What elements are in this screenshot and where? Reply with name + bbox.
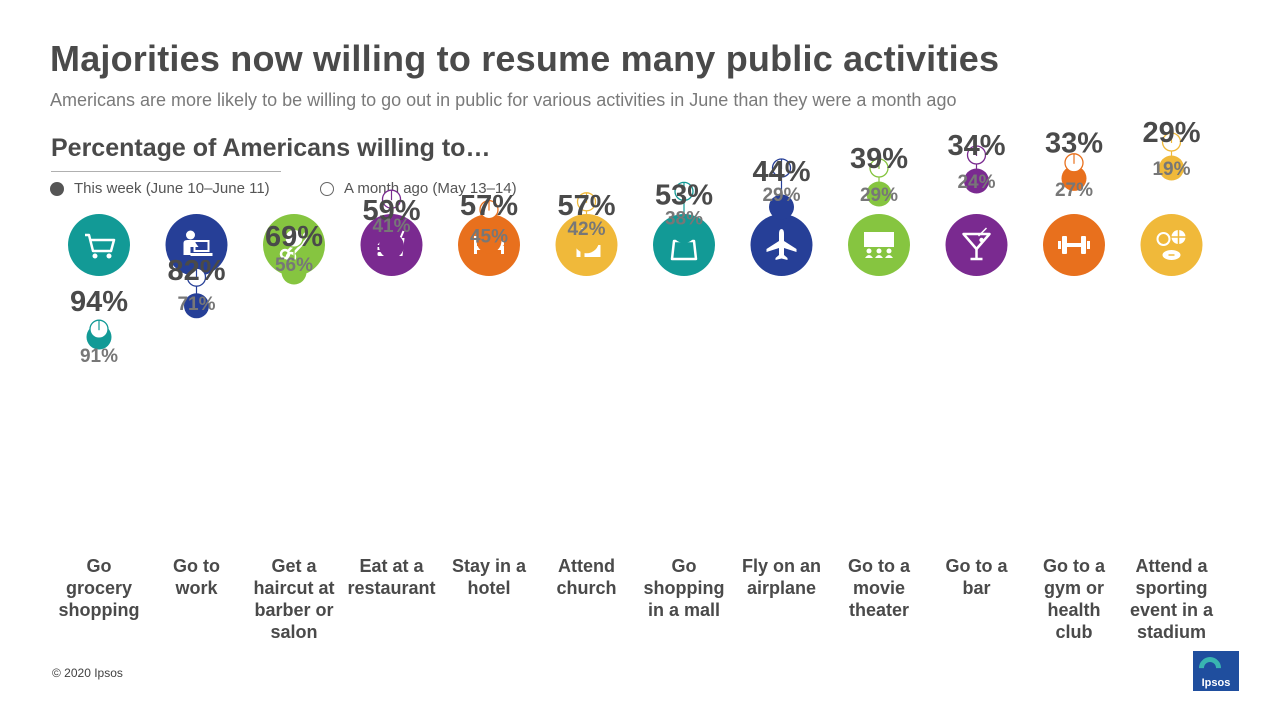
point-this-week-get-a-haircut-at-barber-or-salon (281, 259, 307, 285)
point-this-week-go-to-a-movie-theater (866, 181, 892, 207)
value-label-month-ago-go-shopping-in-a-mall: 38% (665, 208, 703, 229)
page-subtitle: Americans are more likely to be willing … (50, 90, 957, 110)
point-this-week-go-to-work (184, 293, 209, 319)
airplane-icon (750, 214, 813, 276)
point-this-week-attend-church (574, 228, 599, 254)
point-this-week-fly-on-an-airplane (769, 194, 794, 220)
value-label-month-ago-get-a-haircut-at-barber-or-salon: 56% (275, 255, 313, 276)
value-label-this-week-go-to-a-bar: 34% (947, 130, 1005, 162)
category-label-go-to-a-bar: Go to a bar (946, 556, 1009, 598)
value-label-this-week-attend-church: 57% (557, 190, 615, 222)
legend-label-this-week: This week (June 10–June 11) (74, 180, 270, 197)
value-label-month-ago-go-to-a-movie-theater: 29% (860, 185, 898, 206)
chart-title-rule (51, 171, 281, 172)
value-label-month-ago-go-to-a-bar: 24% (957, 172, 995, 193)
logo-text: Ipsos (1201, 677, 1231, 689)
sports-balls-icon (1140, 214, 1203, 276)
point-this-week-go-to-a-gym-or-health-club (1061, 165, 1087, 191)
value-label-this-week-stay-in-a-hotel: 57% (460, 190, 518, 222)
category-label-fly-on-an-airplane: Fly on an airplane (742, 556, 821, 598)
value-label-month-ago-fly-on-an-airplane: 29% (762, 185, 800, 206)
value-label-month-ago-attend-church: 42% (567, 219, 605, 240)
category-label-attend-a-sporting-event-in-a-stadium: Attend a sporting event in a stadium (1130, 556, 1214, 642)
point-this-week-eat-at-a-restaurant (379, 233, 404, 259)
category-label-get-a-haircut-at-barber-or-salon: Get a haircut at barber or salon (253, 556, 334, 642)
dumbbell-icon (1043, 214, 1105, 276)
point-this-week-attend-a-sporting-event-in-a-stadium (1159, 155, 1184, 181)
point-this-week-go-shopping-in-a-mall (671, 217, 697, 243)
ipsos-logo: Ipsos (1193, 651, 1239, 691)
point-this-week-stay-in-a-hotel (476, 228, 502, 254)
point-this-week-go-to-a-bar (964, 168, 989, 194)
movie-screen-icon (848, 214, 910, 276)
value-label-this-week-eat-at-a-restaurant: 59% (362, 195, 420, 227)
legend-open-marker (320, 181, 334, 196)
category-label-go-to-a-gym-or-health-club: Go to a gym or health club (1043, 556, 1106, 642)
chart-title: Percentage of Americans willing to… (51, 134, 491, 162)
value-label-this-week-go-to-work: 82% (167, 255, 225, 287)
legend-filled-marker (50, 181, 64, 196)
page-title: Majorities now willing to resume many pu… (50, 38, 1000, 79)
value-label-this-week-go-shopping-in-a-mall: 53% (655, 179, 713, 211)
value-label-this-week-attend-a-sporting-event-in-a-stadium: 29% (1142, 117, 1200, 149)
category-label-go-grocery-shopping: Go grocery shopping (59, 556, 140, 620)
value-label-month-ago-go-grocery-shopping: 91% (80, 346, 118, 367)
value-label-month-ago-go-to-a-gym-or-health-club: 27% (1055, 180, 1093, 201)
value-label-this-week-go-to-a-movie-theater: 39% (850, 143, 908, 175)
value-label-this-week-go-to-a-gym-or-health-club: 33% (1045, 127, 1103, 159)
category-label-attend-church: Attend church (556, 556, 616, 598)
value-label-this-week-fly-on-an-airplane: 44% (752, 156, 810, 188)
copyright: © 2020 Ipsos (52, 666, 123, 680)
value-label-this-week-go-grocery-shopping: 94% (70, 286, 128, 318)
value-label-month-ago-attend-a-sporting-event-in-a-stadium: 19% (1152, 159, 1190, 180)
value-label-this-week-get-a-haircut-at-barber-or-salon: 69% (265, 221, 323, 253)
category-label-stay-in-a-hotel: Stay in a hotel (452, 556, 527, 598)
value-label-month-ago-go-to-work: 71% (177, 294, 215, 315)
shopping-cart-icon (68, 214, 130, 276)
category-label-go-shopping-in-a-mall: Go shopping in a mall (644, 556, 725, 620)
cocktail-icon (945, 214, 1008, 276)
legend-item-this-week: This week (June 10–June 11) (50, 180, 270, 197)
category-label-go-to-a-movie-theater: Go to a movie theater (848, 556, 911, 620)
category-label-go-to-work: Go to work (173, 556, 220, 598)
value-label-month-ago-stay-in-a-hotel: 45% (470, 227, 508, 248)
value-label-month-ago-eat-at-a-restaurant: 41% (372, 216, 410, 237)
category-label-eat-at-a-restaurant: Eat at a restaurant (347, 556, 435, 598)
person-at-desk-icon (165, 214, 228, 276)
